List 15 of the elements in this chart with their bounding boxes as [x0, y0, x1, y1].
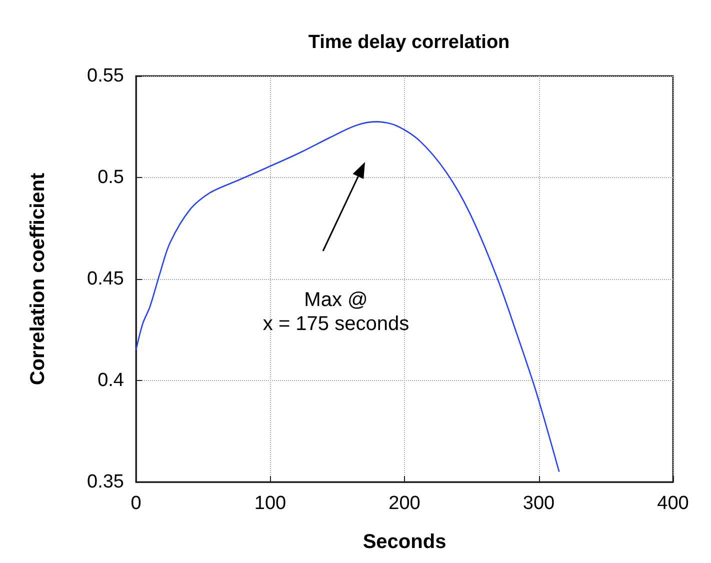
- x-axis-title: Seconds: [362, 531, 446, 553]
- x-tick-label: 400: [657, 493, 689, 514]
- x-tick-label: 0: [130, 493, 142, 514]
- y-tick-label: 0.5: [98, 167, 124, 188]
- line-series: [135, 121, 560, 472]
- annotation: Max @ x = 175 seconds: [262, 289, 410, 335]
- chart-title: Time delay correlation: [308, 32, 510, 53]
- y-tick-label: 0.35: [87, 472, 124, 492]
- y-tick-label: 0.55: [87, 66, 124, 86]
- y-axis-title: Correlation coefficient: [27, 172, 49, 386]
- y-tick-label: 0.45: [87, 268, 124, 290]
- x-tick-label: 100: [254, 493, 286, 514]
- x-tick-label: 300: [522, 493, 555, 514]
- y-tick-label: 0.4: [98, 370, 124, 391]
- x-tick-label: 200: [388, 493, 420, 514]
